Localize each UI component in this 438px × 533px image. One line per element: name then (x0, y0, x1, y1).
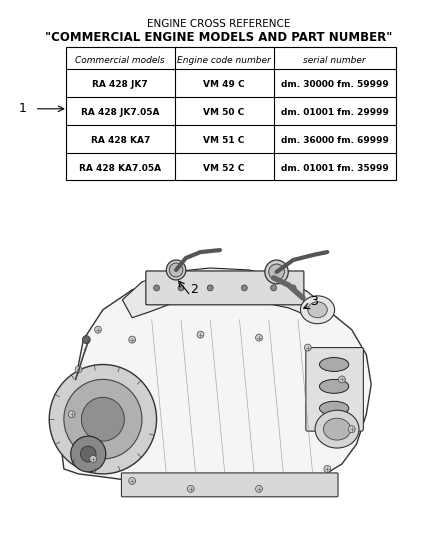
Text: 3: 3 (310, 295, 318, 308)
Circle shape (129, 336, 136, 343)
Ellipse shape (323, 418, 351, 440)
Circle shape (265, 260, 288, 284)
Text: VM 52 C: VM 52 C (203, 164, 245, 173)
Circle shape (271, 285, 276, 291)
Circle shape (241, 285, 247, 291)
Circle shape (269, 264, 284, 280)
Circle shape (178, 285, 184, 291)
Ellipse shape (308, 302, 327, 318)
Ellipse shape (319, 358, 349, 372)
Circle shape (169, 263, 183, 277)
Text: "COMMERCIAL ENGINE MODELS AND PART NUMBER": "COMMERCIAL ENGINE MODELS AND PART NUMBE… (45, 31, 393, 44)
Text: dm. 01001 fm. 29999: dm. 01001 fm. 29999 (281, 108, 389, 117)
Text: VM 49 C: VM 49 C (203, 80, 245, 90)
Circle shape (81, 446, 96, 462)
Circle shape (304, 344, 311, 351)
Circle shape (324, 465, 331, 472)
Circle shape (68, 411, 75, 418)
Bar (66, 47, 396, 181)
Ellipse shape (319, 401, 349, 415)
Ellipse shape (319, 379, 349, 393)
Polygon shape (122, 268, 327, 318)
FancyBboxPatch shape (121, 473, 338, 497)
Circle shape (82, 336, 90, 344)
Circle shape (348, 426, 355, 433)
Circle shape (256, 334, 262, 341)
Text: dm. 30000 fm. 59999: dm. 30000 fm. 59999 (281, 80, 389, 90)
Text: RA 428 KA7: RA 428 KA7 (91, 136, 150, 145)
Circle shape (129, 478, 136, 484)
Circle shape (187, 486, 194, 492)
Circle shape (256, 486, 262, 492)
Text: 2: 2 (190, 284, 198, 296)
Circle shape (207, 285, 213, 291)
Text: RA 428 JK7.05A: RA 428 JK7.05A (81, 108, 159, 117)
FancyBboxPatch shape (306, 348, 364, 431)
Text: dm. 01001 fm. 35999: dm. 01001 fm. 35999 (281, 164, 389, 173)
Circle shape (166, 260, 186, 280)
Text: VM 50 C: VM 50 C (204, 108, 245, 117)
Circle shape (197, 331, 204, 338)
Text: 1: 1 (19, 102, 27, 115)
Circle shape (95, 326, 102, 333)
Text: dm. 36000 fm. 69999: dm. 36000 fm. 69999 (281, 136, 389, 145)
Circle shape (75, 366, 82, 373)
FancyBboxPatch shape (146, 271, 304, 305)
Circle shape (90, 456, 96, 463)
Circle shape (290, 285, 296, 291)
Circle shape (81, 397, 124, 441)
Text: Commercial models: Commercial models (75, 55, 165, 64)
Ellipse shape (315, 410, 359, 448)
Ellipse shape (300, 296, 335, 324)
Text: RA 428 JK7: RA 428 JK7 (92, 80, 148, 90)
Text: ENGINE CROSS REFERENCE: ENGINE CROSS REFERENCE (147, 19, 291, 29)
Text: VM 51 C: VM 51 C (203, 136, 245, 145)
Circle shape (49, 365, 156, 474)
Circle shape (71, 436, 106, 472)
Circle shape (64, 379, 142, 459)
Text: Engine code number: Engine code number (177, 55, 271, 64)
Circle shape (154, 285, 159, 291)
Text: RA 428 KA7.05A: RA 428 KA7.05A (79, 164, 161, 173)
Circle shape (339, 376, 345, 383)
Polygon shape (59, 275, 371, 494)
Text: serial number: serial number (303, 55, 366, 64)
